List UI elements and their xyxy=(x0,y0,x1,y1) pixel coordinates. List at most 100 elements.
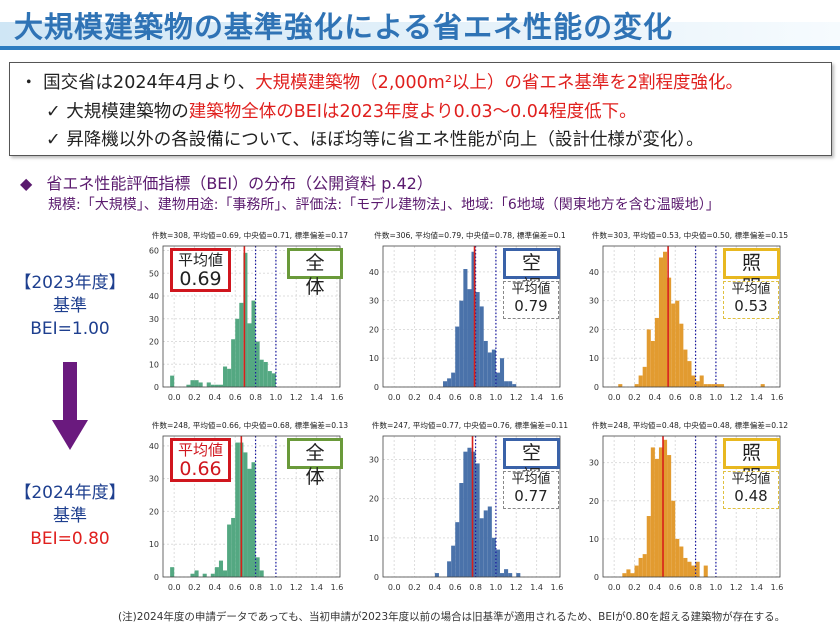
histogram-bar xyxy=(467,289,472,387)
histogram-bar xyxy=(251,300,256,387)
histogram-bar xyxy=(508,381,513,387)
histogram-bar xyxy=(198,382,203,387)
histogram-bar xyxy=(455,522,460,577)
histogram-bar xyxy=(202,573,207,577)
histogram-bar xyxy=(459,483,464,577)
bullet-highlight: 大規模建築物（2,000m²以上）の省エネ基準を2割程度強化。 xyxy=(255,73,743,93)
x-tick-label: 0.4 xyxy=(209,393,222,402)
standard-label: 基準 xyxy=(53,506,87,526)
histogram-bar xyxy=(235,442,240,577)
plot-frame xyxy=(602,245,781,388)
x-tick-label: 0.4 xyxy=(649,393,662,402)
histogram-bar xyxy=(271,373,276,387)
diamond-icon: ◆ xyxy=(20,174,33,193)
category-label: 空 調 xyxy=(503,438,560,488)
histogram-bar xyxy=(642,554,647,577)
y-tick-label: 20 xyxy=(589,325,599,334)
category-label: 全 体 xyxy=(287,438,343,488)
summary-bullet: ・ 国交省は2024年4月より、大規模建築物（2,000m²以上）の省エネ基準を… xyxy=(20,69,743,94)
histogram-bar xyxy=(239,302,244,387)
section-heading: ◆ 省エネ性能評価指標（BEI）の分布（公開資料 p.42） xyxy=(20,170,433,194)
histogram-bar xyxy=(679,323,684,387)
mean-value-box: 平均値 0.66 xyxy=(170,438,231,482)
histogram-bar xyxy=(499,573,505,577)
histogram-bar xyxy=(186,384,191,387)
row-label-2024: 【2024年度】 基準 BEI=0.80 xyxy=(0,482,140,551)
histogram-bar xyxy=(642,366,647,387)
histogram-bar xyxy=(658,447,664,577)
histogram-bar xyxy=(259,359,264,387)
histogram-bar xyxy=(508,573,513,577)
x-tick-label: 1.4 xyxy=(750,583,763,592)
histogram-bar xyxy=(267,371,272,387)
x-tick-label: 0.6 xyxy=(449,393,462,402)
title-underline xyxy=(0,46,840,50)
mean-label: 平均値 xyxy=(177,441,223,459)
category-label: 照 明 xyxy=(723,248,780,298)
mean-label: 平均値 xyxy=(731,472,771,487)
x-tick-label: 1.2 xyxy=(290,583,303,592)
summary-box: ・ 国交省は2024年4月より、大規模建築物（2,000m²以上）の省エネ基準を… xyxy=(9,62,832,156)
histogram-bar xyxy=(214,567,219,577)
histogram-bar xyxy=(711,384,716,387)
chart-title: 件数=248, 平均値=0.66, 中央値=0.68, 標準偏差=0.13 xyxy=(152,420,348,430)
histogram-bar xyxy=(495,549,500,577)
y-tick-label: 10 xyxy=(149,360,159,369)
histogram-bar xyxy=(451,372,456,387)
category-label: 全 体 xyxy=(287,248,343,298)
histogram-bar xyxy=(691,375,696,387)
summary-check-2: ✓ 昇降機以外の各設備について、ほぼ均等に省エネ性能が向上（設計仕様が変化）。 xyxy=(46,130,704,150)
x-tick-label: 1.6 xyxy=(771,583,784,592)
mean-value-box: 平均値 0.77 xyxy=(503,471,559,509)
x-tick-label: 1.0 xyxy=(710,393,723,402)
histogram-bar xyxy=(206,382,211,387)
y-tick-label: 50 xyxy=(149,269,159,278)
x-tick-label: 1.2 xyxy=(730,583,743,592)
category-label: 照 明 xyxy=(723,438,780,488)
x-tick-label: 1.0 xyxy=(270,393,283,402)
x-tick-label: 1.2 xyxy=(510,583,523,592)
histogram-bar xyxy=(675,300,680,387)
histogram-bar xyxy=(667,277,672,387)
x-tick-label: 0.2 xyxy=(628,393,641,402)
y-tick-label: 30 xyxy=(149,315,159,324)
x-tick-label: 1.6 xyxy=(771,393,784,402)
histogram-bar xyxy=(499,358,505,387)
histogram-bar xyxy=(231,339,236,387)
histogram-bar xyxy=(223,570,228,577)
histogram-bar xyxy=(634,565,639,577)
y-tick-label: 20 xyxy=(149,507,159,516)
mean-value-box: 平均値 0.48 xyxy=(723,471,779,509)
histogram-bar xyxy=(459,300,464,387)
category-label: 空 調 xyxy=(503,248,560,298)
year-label: 【2024年度】 xyxy=(14,483,126,503)
histogram-chart: 件数=303, 平均値=0.53, 中央値=0.50, 標準偏差=0.15 0.0… xyxy=(589,230,788,402)
histogram-bar xyxy=(479,306,484,387)
y-tick-label: 0 xyxy=(154,573,159,582)
histogram-bar xyxy=(190,573,195,577)
x-tick-label: 0.0 xyxy=(388,393,401,402)
x-tick-label: 0.8 xyxy=(469,583,482,592)
y-tick-label: 20 xyxy=(369,325,379,334)
histogram-bar xyxy=(638,557,643,577)
histogram-bar xyxy=(654,458,659,577)
histogram-bar xyxy=(259,570,264,577)
histogram-bar xyxy=(630,573,635,577)
histogram-bar xyxy=(699,375,704,387)
histogram-bar xyxy=(650,340,655,387)
histogram-bar xyxy=(223,366,228,387)
y-tick-label: 0 xyxy=(374,573,379,582)
mean-label: 平均値 xyxy=(511,282,551,297)
section-subheading: 規模:「大規模」、建物用途:「事務所」、評価法:「モデル建物法」、地域:「6地域… xyxy=(48,197,720,213)
histogram-bar xyxy=(463,269,468,387)
x-tick-label: 1.4 xyxy=(530,393,543,402)
histogram-bar xyxy=(646,329,651,387)
x-tick-label: 1.4 xyxy=(310,393,323,402)
histogram-chart: 件数=248, 平均値=0.48, 中央値=0.48, 標準偏差=0.12 0.0… xyxy=(589,420,788,592)
histogram-panel: 件数=308, 平均値=0.69, 中央値=0.71, 標準偏差=0.17 0.0… xyxy=(140,225,360,413)
x-tick-label: 0.8 xyxy=(469,393,482,402)
histogram-bar xyxy=(491,537,496,577)
page-title: 大規模建築物の基準強化による省エネ性能の変化 xyxy=(14,10,674,44)
histogram-bar xyxy=(247,323,252,387)
histogram-bar xyxy=(190,380,195,387)
